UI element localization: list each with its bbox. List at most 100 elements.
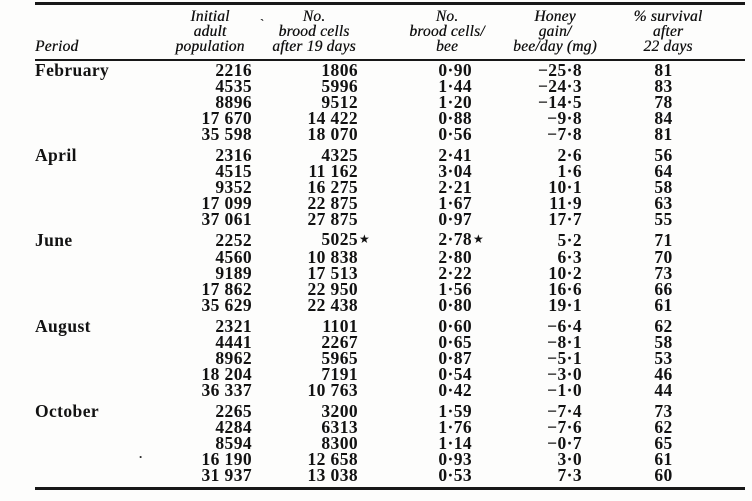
table-cell: 58 — [654, 176, 673, 197]
table-cell: 2216 — [215, 59, 252, 80]
table-cell: 73 — [654, 262, 673, 283]
table-cell: 3·0 — [557, 448, 582, 469]
table-cell: 9189 — [215, 262, 252, 283]
table-cell: 0·93 — [438, 448, 472, 469]
period-cell — [35, 382, 140, 398]
table-cell: 4535 — [215, 75, 252, 96]
table-cell: 1101 — [322, 315, 358, 336]
table-cell: 4441 — [215, 331, 252, 352]
table-cell: 17·7 — [548, 208, 582, 229]
table-cell: 71 — [654, 230, 673, 250]
table-cell: 56 — [654, 144, 673, 165]
table-cell: 3200 — [321, 400, 358, 421]
table-body: February 2216 1806 0·90 −25·8 81 4535 5996 1·44 −… — [35, 59, 745, 485]
table-cell: 3·04 — [438, 160, 472, 181]
table-cell: 10 763 — [307, 379, 358, 400]
table-cell: 14 422 — [307, 107, 358, 128]
table-cell: 78 — [654, 91, 673, 112]
table-cell: −8·1 — [547, 331, 582, 352]
table-cell: 11 162 — [308, 160, 358, 181]
table-cell: 1806 — [321, 59, 358, 80]
table-cell: 11·9 — [549, 192, 582, 213]
table-cell: 0·56 — [438, 123, 472, 144]
table-cell: 10·2 — [548, 262, 582, 283]
column-header-line: adult — [193, 23, 227, 40]
table-cell: 66 — [654, 278, 673, 299]
table-cell: 16 190 — [201, 448, 252, 469]
table-cell: −6·4 — [547, 315, 582, 336]
table-cell: 2267 — [321, 331, 358, 352]
table-row: 4284 6313 1·76 −7·6 62 — [35, 416, 745, 437]
table-row: 16 190 12 658 0·93 3·0 61 — [35, 448, 745, 469]
table-cell: 12 658 — [307, 448, 358, 469]
period-cell — [35, 110, 140, 126]
table-row: 17 099 22 875 1·67 11·9 63 — [35, 192, 745, 213]
table-row: 9189 17 513 2·22 10·2 73 — [35, 262, 745, 283]
column-header-line: bee — [435, 38, 459, 55]
table-row: June 2252 5025★ 2·78★ 5·2 71 — [35, 227, 745, 249]
table-cell: 17 513 — [307, 262, 358, 283]
table-row: 37 061 27 875 0·97 17·7 55 — [35, 208, 745, 229]
table-cell: −7·4 — [547, 400, 582, 421]
period-cell — [35, 435, 140, 451]
table-cell: −0·7 — [547, 432, 582, 453]
table-row: 17 862 22 950 1·56 16·6 66 — [35, 278, 745, 299]
table-cell: 60 — [654, 464, 673, 485]
period-cell: June — [35, 230, 73, 250]
table-cell: 0·80 — [438, 294, 472, 315]
table-cell: 19·1 — [548, 294, 582, 315]
period-cell: August — [35, 315, 91, 336]
table-cell: 55 — [654, 208, 673, 229]
table-cell: 8962 — [215, 347, 252, 368]
table-cell: 35 598 — [201, 123, 252, 144]
table-cell: −25·8 — [537, 59, 582, 80]
table-cell: 2·78★ — [438, 229, 485, 249]
table-cell: 2316 — [215, 144, 252, 165]
table-cell: 2265 — [215, 400, 252, 421]
period-cell: February — [35, 59, 110, 80]
table-row: 8594 8300 1·14 −0·7 65 — [35, 432, 745, 453]
column-header-line: bee/day (mg) — [513, 38, 597, 55]
period-cell — [35, 419, 140, 435]
table-cell: 9352 — [215, 176, 252, 197]
period-cell — [35, 163, 140, 179]
table-top-rule — [35, 2, 745, 5]
period-cell — [35, 350, 140, 366]
table-cell: 6·3 — [557, 246, 582, 267]
table-cell: 0·60 — [438, 315, 472, 336]
column-header-line: Honey — [534, 8, 576, 25]
column-header-pct-survival: % survival after 22 days — [593, 7, 743, 55]
table-row: 4441 2267 0·65 −8·1 58 — [35, 331, 745, 352]
period-cell — [35, 265, 140, 281]
table-row: 8896 9512 1·20 −14·5 78 — [35, 91, 745, 112]
table-cell: 4284 — [215, 416, 252, 437]
table-cell: 81 — [654, 59, 673, 80]
column-header-line: Initial — [190, 8, 230, 25]
table-cell: 61 — [654, 448, 673, 469]
period-cell — [35, 366, 140, 382]
table-row: 17 670 14 422 0·88 −9·8 84 — [35, 107, 745, 128]
table-cell: 17 670 — [201, 107, 252, 128]
period-cell — [35, 451, 140, 467]
table-cell: 17 862 — [201, 278, 252, 299]
table-cell: 61 — [654, 294, 673, 315]
table-cell: −7·6 — [547, 416, 582, 437]
table-cell: −7·8 — [547, 123, 582, 144]
table-cell: 10 838 — [307, 246, 358, 267]
period-cell — [35, 249, 140, 265]
table-cell: 18 204 — [201, 363, 252, 384]
table-cell: 2·41 — [438, 144, 472, 165]
column-header-line: after 19 days — [272, 38, 356, 55]
table-cell: 8896 — [215, 91, 252, 112]
column-header-line: 22 days — [643, 38, 693, 55]
table-cell: 2·22 — [438, 262, 472, 283]
column-header-line: gain/ — [538, 23, 572, 40]
table-cell: −1·0 — [547, 379, 582, 400]
table-cell: 4325 — [321, 144, 358, 165]
period-cell — [35, 281, 140, 297]
scan-artifact-tick: ` — [260, 16, 265, 31]
table-row: 31 937 13 038 0·53 7·3 60 — [35, 464, 745, 485]
period-cell: April — [35, 144, 77, 165]
table-cell: 65 — [654, 432, 673, 453]
data-table: February 2216 1806 0·90 −25·8 81 4535 5996 1·44 −… — [35, 59, 745, 485]
